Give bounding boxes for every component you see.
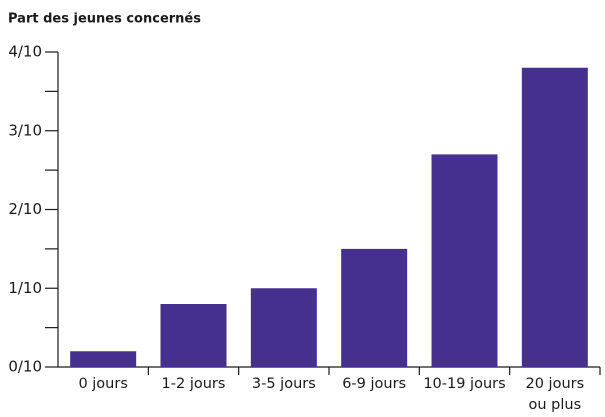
x-tick-label: 20 jours ou plus (525, 376, 584, 413)
bar (521, 67, 588, 367)
y-tick-label: 1/10 (8, 279, 42, 297)
y-axis-title: Part des jeunes concernés (8, 12, 201, 27)
bar (70, 351, 137, 367)
y-tick-label: 3/10 (8, 121, 42, 139)
x-tick-label: 1-2 jours (162, 376, 226, 392)
y-tick-label: 2/10 (8, 200, 42, 218)
bar (431, 154, 498, 367)
x-tick-label: 0 jours (78, 376, 127, 392)
y-tick-label: 0/10 (8, 358, 42, 376)
x-tick-label: 3-5 jours (252, 376, 316, 392)
y-tick-label: 4/10 (8, 43, 42, 61)
x-tick-label: 10-19 jours (423, 376, 505, 392)
bar (250, 288, 317, 367)
bar (341, 248, 408, 367)
bar (160, 304, 227, 367)
x-tick-label: 6-9 jours (342, 376, 406, 392)
